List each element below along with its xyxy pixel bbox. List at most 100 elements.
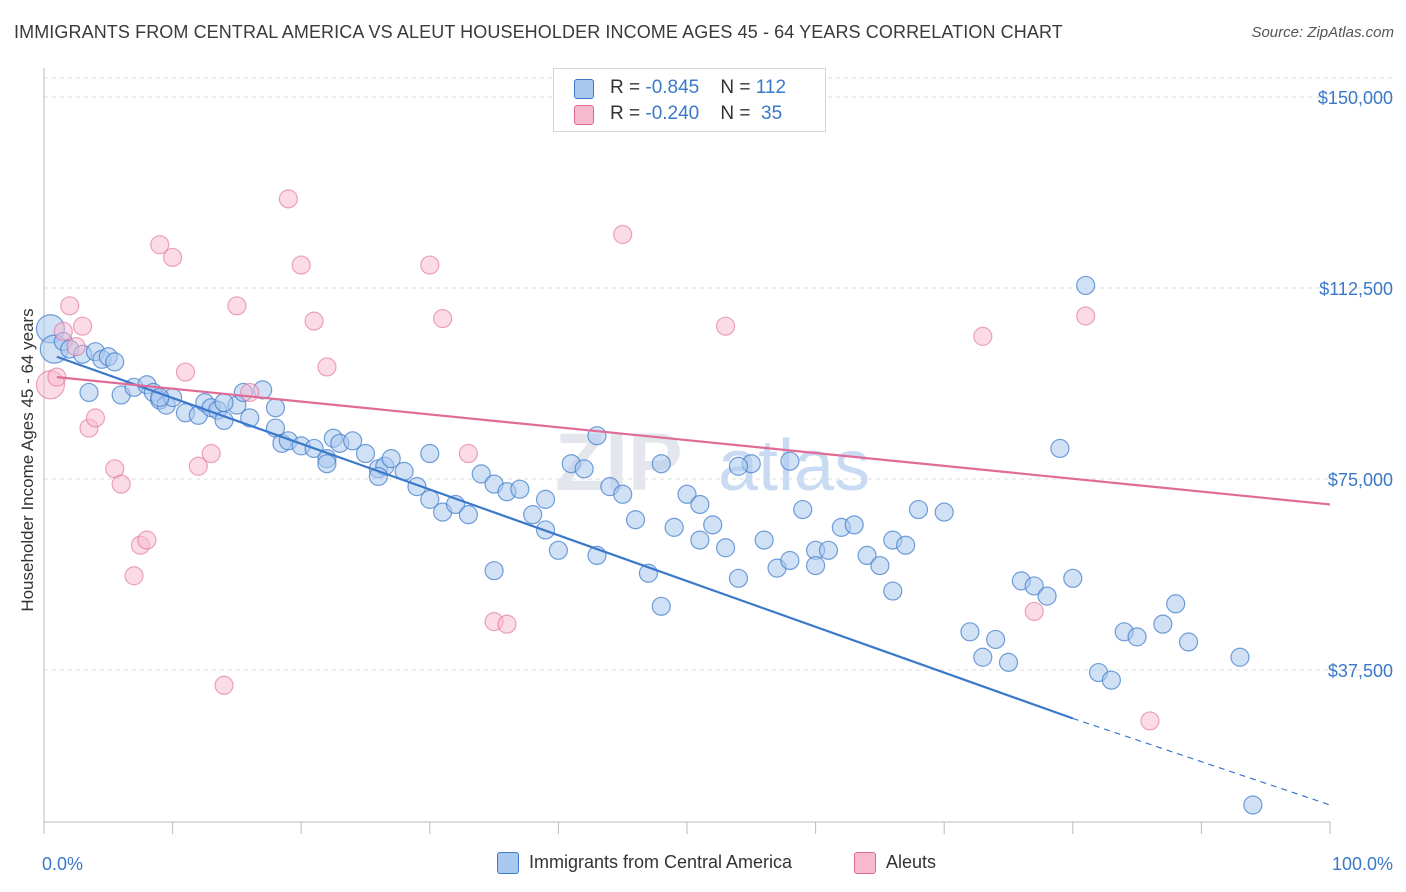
axes [43, 68, 1331, 834]
series-aleuts-points [35, 189, 1160, 731]
data-point-aleuts [973, 326, 993, 346]
data-point-immigrants [986, 629, 1006, 650]
data-point-immigrants [510, 479, 530, 499]
legend-r-value: -0.240 [645, 103, 700, 124]
data-point-immigrants [818, 540, 839, 560]
legend-n-label: N = [720, 77, 756, 98]
data-point-aleuts [304, 311, 324, 331]
data-point-immigrants [690, 530, 710, 550]
data-point-immigrants [1101, 670, 1121, 690]
data-point-immigrants [407, 477, 427, 497]
data-point-immigrants [1063, 568, 1083, 588]
data-point-immigrants [960, 622, 980, 642]
data-point-aleuts [317, 357, 337, 377]
legend-r-label: R = [610, 77, 646, 98]
data-point-immigrants [651, 596, 671, 616]
data-point-aleuts [85, 408, 106, 428]
series-immigrants-points [35, 275, 1263, 815]
data-point-aleuts [227, 296, 247, 316]
bottom-legend-swatch-pink [854, 852, 876, 875]
data-point-immigrants [458, 505, 478, 525]
data-point-immigrants [908, 499, 929, 520]
data-point-immigrants [1076, 275, 1096, 296]
data-point-immigrants [420, 443, 440, 464]
bottom-legend-immigrants: Immigrants from Central America [497, 852, 793, 875]
data-point-aleuts [278, 189, 298, 209]
data-point-immigrants [381, 449, 401, 469]
data-point-immigrants [484, 561, 504, 581]
data-point-aleuts [613, 224, 633, 245]
data-point-immigrants [355, 443, 376, 464]
legend-swatch-pink [574, 105, 594, 125]
data-point-aleuts [150, 235, 170, 255]
data-point-immigrants [343, 431, 363, 451]
data-point-immigrants [715, 538, 736, 558]
trend-lines [56, 355, 1331, 806]
x-tick-label: 100.0% [1332, 854, 1393, 874]
data-point-immigrants [998, 652, 1019, 672]
trend-line-aleuts [56, 376, 1331, 506]
data-point-aleuts [458, 443, 478, 464]
data-point-immigrants [1178, 632, 1199, 652]
data-point-immigrants [728, 456, 749, 476]
legend-n-value: 112 [755, 77, 787, 98]
data-point-aleuts [53, 321, 73, 341]
data-point-immigrants [651, 454, 671, 474]
data-point-immigrants [1166, 594, 1186, 614]
data-point-aleuts [163, 247, 183, 268]
data-point-immigrants [471, 464, 491, 484]
data-point-immigrants [625, 510, 646, 530]
data-point-immigrants [805, 555, 826, 576]
data-point-aleuts [111, 474, 131, 494]
data-point-immigrants [1037, 586, 1057, 606]
data-point-immigrants [934, 502, 954, 522]
data-point-immigrants [973, 647, 993, 667]
data-point-immigrants [535, 489, 556, 509]
y-tick-label: $75,000 [1328, 470, 1393, 490]
data-point-immigrants [317, 454, 337, 474]
data-point-immigrants [1153, 614, 1173, 634]
bottom-legend-label: Immigrants from Central America [529, 852, 793, 872]
data-point-aleuts [175, 362, 196, 382]
data-point-immigrants [870, 555, 890, 576]
chart-title: IMMIGRANTS FROM CENTRAL AMERICA VS ALEUT… [14, 22, 1063, 42]
data-point-immigrants [857, 545, 877, 566]
data-point-aleuts [137, 530, 157, 550]
data-point-aleuts [240, 382, 260, 403]
data-point-immigrants [1050, 438, 1070, 459]
data-point-immigrants [793, 499, 813, 520]
tick-labels: $37,500 $75,000 $112,500 $150,000 0.0% 100.0% [42, 88, 1393, 874]
data-point-aleuts [60, 296, 80, 316]
data-point-immigrants [265, 398, 286, 418]
data-point-immigrants [677, 484, 697, 504]
data-point-aleuts [66, 336, 86, 357]
data-point-immigrants [613, 484, 633, 504]
data-point-immigrants [664, 517, 684, 537]
data-point-aleuts [1076, 306, 1096, 326]
data-point-immigrants [728, 568, 749, 588]
data-point-immigrants [703, 515, 723, 535]
data-point-aleuts [72, 316, 93, 336]
data-point-immigrants [548, 540, 569, 560]
bottom-legend-aleuts: Aleuts [854, 852, 936, 875]
data-point-immigrants [1230, 647, 1250, 667]
y-tick-label: $37,500 [1328, 661, 1393, 681]
data-point-aleuts [291, 255, 311, 275]
grid-lines [44, 77, 1392, 671]
data-point-aleuts [420, 255, 440, 275]
data-point-aleuts [124, 566, 144, 586]
data-point-aleuts [433, 308, 453, 329]
data-point-immigrants [587, 426, 607, 446]
x-tick-label: 0.0% [42, 854, 83, 874]
data-point-immigrants [896, 535, 916, 555]
y-tick-label: $150,000 [1318, 88, 1393, 108]
data-point-immigrants [844, 515, 864, 535]
data-point-immigrants [690, 494, 710, 515]
trend-line-immigrants [56, 355, 1074, 720]
chart-source: Source: ZipAtlas.com [1251, 24, 1394, 41]
legend-r-label: R = [610, 103, 646, 124]
correlation-legend: R = -0.845 N = 112 R = -0.240 N = 35 [553, 68, 826, 132]
data-point-immigrants [780, 550, 800, 571]
data-point-aleuts [715, 316, 736, 336]
